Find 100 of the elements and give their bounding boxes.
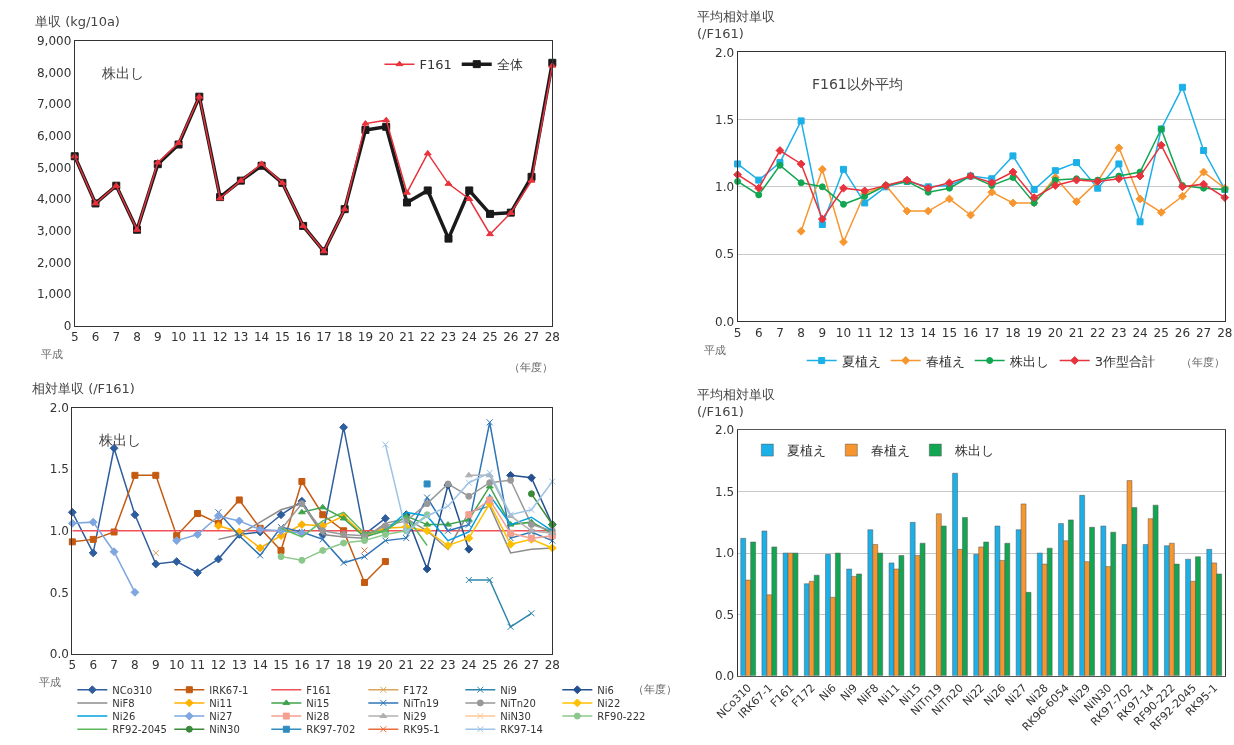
y-axis-title: 単収 (kg/10a) <box>35 14 120 29</box>
text: 平成 <box>704 344 726 357</box>
x-tick-label: 20 <box>377 658 393 673</box>
x-tick-label: 9 <box>153 330 162 345</box>
x-tick-label: 12 <box>212 330 228 345</box>
x-tick-label: 16 <box>962 325 979 340</box>
x-tick-label: 26 <box>502 658 519 673</box>
x-tick-label: 12 <box>878 325 894 340</box>
y-tick-label: 1.5 <box>715 484 735 499</box>
y-tick-label: 2.0 <box>49 400 69 415</box>
x-tick-label: 10 <box>835 325 852 340</box>
x-tick-label: 23 <box>440 658 456 673</box>
x-tick-label: 21 <box>399 330 415 345</box>
y-tick-label: 5,000 <box>36 160 72 175</box>
y-tick-label: 2.0 <box>715 45 735 60</box>
legend-label: 夏植え <box>841 353 881 369</box>
y-tick-label: 2,000 <box>36 255 72 270</box>
x-tick-label: 7 <box>112 330 121 345</box>
y-tick-label: 8,000 <box>36 65 72 80</box>
x-tick-label: 19 <box>357 330 374 345</box>
x-tick-label: 15 <box>273 658 289 673</box>
x-tick-label: 27 <box>523 658 540 673</box>
y-axis-title: 相対単収 (/F161) <box>32 381 135 396</box>
text: 平成 <box>41 348 63 361</box>
x-tick-label: 11 <box>189 658 206 673</box>
x-tick-label: 21 <box>398 658 414 673</box>
y-tick-label: 0.0 <box>715 669 735 684</box>
x-tick-label: 28 <box>544 330 560 345</box>
legend-label: 株出し <box>1008 353 1049 369</box>
x-tick-label: 10 <box>169 658 185 673</box>
y-tick-label: 1.0 <box>715 180 735 195</box>
legend-label: F161 <box>419 57 452 73</box>
x-tick-label: 27 <box>523 330 540 345</box>
y-tick-label: 0.0 <box>715 314 735 329</box>
x-tick-label: 13 <box>231 658 247 673</box>
x-tick-label: 6 <box>91 330 100 345</box>
text: （年度） <box>1181 356 1225 369</box>
x-tick-label: 28 <box>1217 325 1233 340</box>
text: （年度） <box>509 361 553 374</box>
x-tick-label: 12 <box>210 658 227 673</box>
x-tick-label: 13 <box>233 330 249 345</box>
x-tick-label: 16 <box>295 330 311 345</box>
x-tick-label: 14 <box>920 325 936 340</box>
legend-label: 春植え <box>925 353 965 369</box>
x-tick-label: 19 <box>1026 325 1042 340</box>
x-tick-label: 17 <box>984 325 1000 340</box>
x-tick-label: 28 <box>544 658 560 673</box>
x-tick-label: Ni6 <box>816 681 839 704</box>
x-tick-label: 24 <box>461 658 477 673</box>
x-tick-label: 27 <box>1195 325 1212 340</box>
y-tick-label: 7,000 <box>36 97 72 112</box>
x-tick-label: 25 <box>1153 325 1169 340</box>
y-tick-label: 0 <box>63 318 72 333</box>
x-tick-label: 22 <box>1090 325 1106 340</box>
x-tick-label: 20 <box>378 330 394 345</box>
x-tick-label: 26 <box>1174 325 1191 340</box>
y-axis-title: 平均相対単収 (/F161) <box>697 9 775 41</box>
y-tick-label: 9,000 <box>36 33 72 48</box>
legend-label: 株出し <box>954 443 995 459</box>
x-tick-label: 11 <box>857 325 873 340</box>
x-tick-label: 25 <box>482 330 498 345</box>
x-tick-label: 15 <box>941 325 958 340</box>
legend-label: 全体 <box>496 57 523 73</box>
y-axis-title: 平均相対単収 (/F161) <box>697 387 775 419</box>
y-tick-label: 0.5 <box>715 247 735 262</box>
x-tick-label: 16 <box>294 658 310 673</box>
y-tick-label: 1,000 <box>36 287 72 302</box>
y-tick-label: 1.0 <box>715 546 735 561</box>
y-tick-label: 0.5 <box>715 607 735 622</box>
x-tick-label: 14 <box>253 330 270 345</box>
x-tick-label: 11 <box>191 330 207 345</box>
x-tick-label: 6 <box>754 325 763 340</box>
x-tick-label: 18 <box>337 330 353 345</box>
x-tick-label: 5 <box>733 325 742 340</box>
x-tick-label: 19 <box>356 658 373 673</box>
x-tick-label: 6 <box>89 658 98 673</box>
x-tick-label: 18 <box>1005 325 1021 340</box>
x-tick-label: 5 <box>68 658 77 673</box>
y-tick-label: 1.5 <box>49 462 69 477</box>
x-tick-label: 17 <box>315 658 331 673</box>
x-tick-label: 8 <box>131 658 139 673</box>
legend-label: 3作型合計 <box>1094 353 1155 369</box>
x-tick-label: 24 <box>1132 325 1148 340</box>
y-tick-label: 1.5 <box>715 112 735 127</box>
x-tick-label: 22 <box>420 330 436 345</box>
x-tick-label: 5 <box>70 330 79 345</box>
x-tick-label: 9 <box>818 325 827 340</box>
y-tick-label: 2.0 <box>715 423 735 438</box>
text: （年度） <box>633 683 677 696</box>
annotation: 株出し <box>98 432 141 448</box>
y-tick-label: 6,000 <box>36 128 72 143</box>
x-tick-label: 22 <box>419 658 435 673</box>
legend-label: 夏植え <box>787 443 827 459</box>
x-tick-label: 15 <box>274 330 291 345</box>
x-tick-label: 24 <box>461 330 477 345</box>
y-tick-label: 4,000 <box>36 192 72 207</box>
x-tick-label: 18 <box>335 658 352 673</box>
x-tick-label: 20 <box>1047 325 1063 340</box>
x-tick-label: 26 <box>503 330 519 345</box>
y-tick-label: 3,000 <box>36 223 72 238</box>
